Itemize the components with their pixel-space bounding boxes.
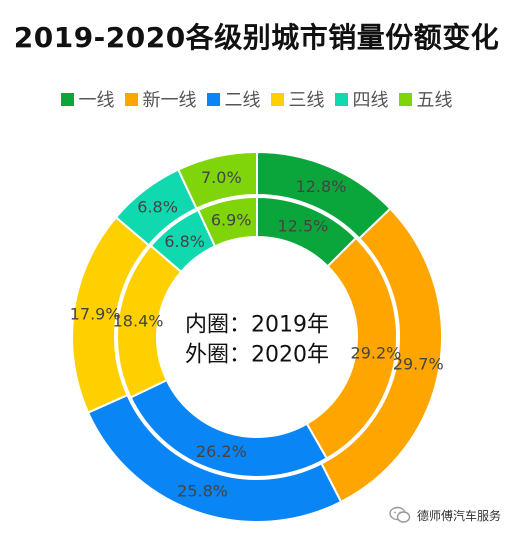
legend-label: 二线 bbox=[224, 90, 261, 111]
legend-label: 四线 bbox=[352, 90, 389, 111]
data-label-2019-0: 12.5% bbox=[278, 217, 329, 236]
data-label-2020-5: 7.0% bbox=[201, 168, 242, 187]
data-label-2019-2: 26.2% bbox=[196, 442, 247, 461]
legend-swatch bbox=[398, 92, 412, 106]
legend-swatch bbox=[270, 92, 284, 106]
legend-swatch bbox=[60, 92, 74, 106]
data-label-2020-0: 12.8% bbox=[296, 177, 347, 196]
legend-swatch bbox=[124, 92, 138, 106]
legend-label: 三线 bbox=[288, 90, 325, 111]
data-label-2020-3: 17.9% bbox=[70, 304, 121, 323]
legend-label: 新一线 bbox=[142, 90, 197, 111]
legend-swatch bbox=[334, 92, 348, 106]
data-label-2019-3: 18.4% bbox=[113, 312, 164, 331]
legend-item: 二线 bbox=[206, 86, 261, 112]
legend-label: 一线 bbox=[78, 90, 115, 111]
data-label-2019-1: 29.2% bbox=[351, 343, 402, 362]
legend-item: 三线 bbox=[270, 86, 325, 112]
chart-title: 2019-2020各级别城市销量份额变化 bbox=[13, 21, 500, 54]
watermark-text: 德师傅汽车服务 bbox=[416, 508, 501, 523]
center-label: 内圈：2019年 bbox=[185, 313, 329, 338]
data-label-2019-5: 6.9% bbox=[211, 210, 252, 229]
legend-item: 一线 bbox=[60, 86, 115, 112]
legend-item: 四线 bbox=[334, 86, 389, 112]
legend-label: 五线 bbox=[416, 90, 453, 111]
legend: 一线 新一线 二线 三线 四线 五线 bbox=[0, 86, 513, 112]
legend-item: 新一线 bbox=[124, 86, 197, 112]
watermark: 德师傅汽车服务 bbox=[389, 506, 501, 524]
center-label: 外圈：2020年 bbox=[185, 343, 329, 368]
data-label-2020-2: 25.8% bbox=[177, 482, 228, 501]
data-label-2020-4: 6.8% bbox=[137, 198, 178, 217]
donut-slice-2020-5 bbox=[176, 150, 258, 210]
legend-item: 五线 bbox=[398, 86, 453, 112]
data-label-2019-4: 6.8% bbox=[164, 232, 205, 251]
donut-slice-2019-5 bbox=[196, 195, 258, 248]
legend-swatch bbox=[206, 92, 220, 106]
wechat-icon bbox=[389, 506, 411, 524]
data-label-2020-1: 29.7% bbox=[393, 355, 444, 374]
